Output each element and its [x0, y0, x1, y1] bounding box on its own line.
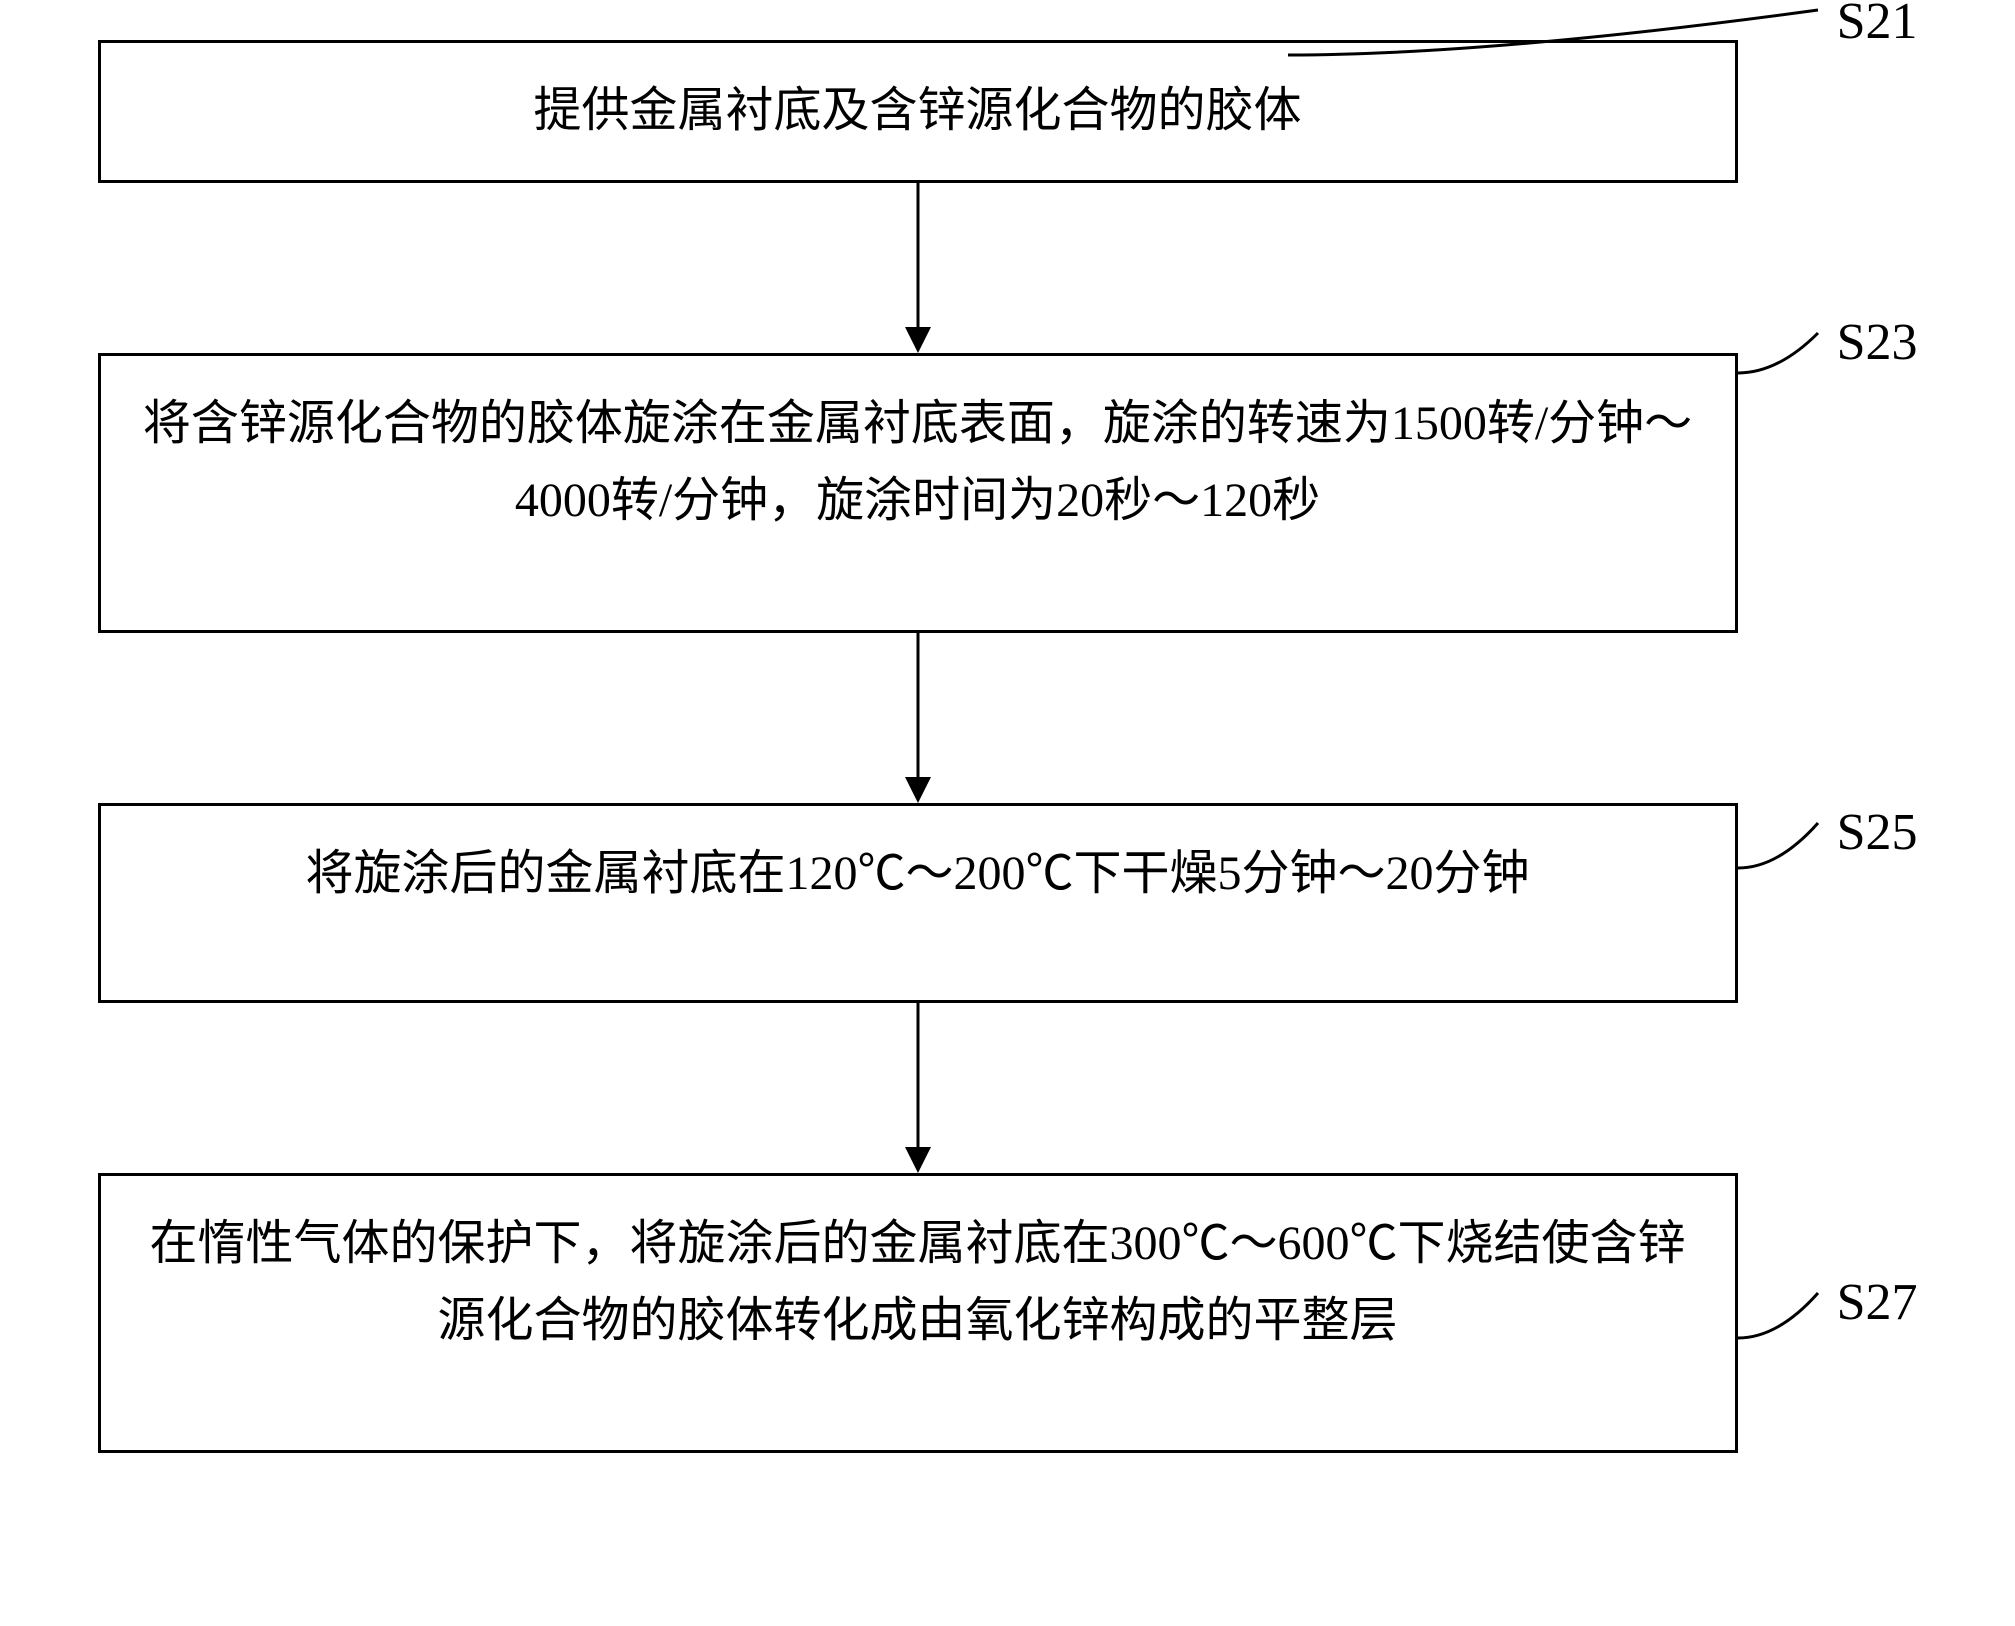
arrow-1 — [98, 183, 1738, 353]
step-row-s23: 将含锌源化合物的胶体旋涂在金属衬底表面，旋涂的转速为1500转/分钟～4000转… — [58, 353, 1958, 633]
step-box-s23: 将含锌源化合物的胶体旋涂在金属衬底表面，旋涂的转速为1500转/分钟～4000转… — [98, 353, 1738, 633]
step-box-s27: 在惰性气体的保护下，将旋涂后的金属衬底在300℃～600℃下烧结使含锌源化合物的… — [98, 1173, 1738, 1453]
step-row-s25: 将旋涂后的金属衬底在120℃～200℃下干燥5分钟～20分钟 S25 — [58, 803, 1958, 1003]
step-label-s21: S21 — [1837, 0, 1918, 51]
step-row-s21: 提供金属衬底及含锌源化合物的胶体 S21 — [58, 40, 1958, 183]
step-text-s23: 将含锌源化合物的胶体旋涂在金属衬底表面，旋涂的转速为1500转/分钟～4000转… — [143, 397, 1692, 527]
arrow-3 — [98, 1003, 1738, 1173]
arrow-svg-1 — [898, 183, 938, 353]
step-text-s21: 提供金属衬底及含锌源化合物的胶体 — [533, 84, 1301, 137]
arrow-2 — [98, 633, 1738, 803]
step-text-s27: 在惰性气体的保护下，将旋涂后的金属衬底在300℃～600℃下烧结使含锌源化合物的… — [149, 1217, 1685, 1347]
step-box-s25: 将旋涂后的金属衬底在120℃～200℃下干燥5分钟～20分钟 — [98, 803, 1738, 1003]
arrow-svg-2 — [898, 633, 938, 803]
step-text-s25: 将旋涂后的金属衬底在120℃～200℃下干燥5分钟～20分钟 — [305, 847, 1529, 900]
step-label-s23: S23 — [1837, 313, 1918, 372]
step-box-s21: 提供金属衬底及含锌源化合物的胶体 — [98, 40, 1738, 183]
step-label-s25: S25 — [1837, 803, 1918, 862]
arrow-svg-3 — [898, 1003, 938, 1173]
step-label-s27: S27 — [1837, 1273, 1918, 1332]
flowchart-container: 提供金属衬底及含锌源化合物的胶体 S21 将含锌源化合物的胶体旋涂在金属衬底表面… — [58, 40, 1958, 1453]
step-row-s27: 在惰性气体的保护下，将旋涂后的金属衬底在300℃～600℃下烧结使含锌源化合物的… — [58, 1173, 1958, 1453]
